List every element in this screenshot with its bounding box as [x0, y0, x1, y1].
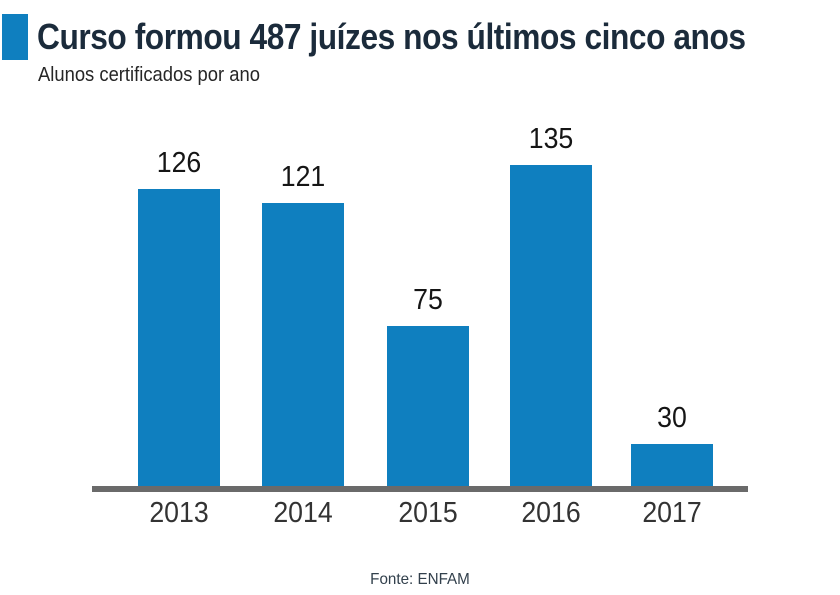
chart-title: Curso formou 487 juízes nos últimos cinc… [37, 16, 746, 57]
x-tick-2016: 2016 [521, 497, 581, 529]
bar-group-2017: 30 2017 [631, 0, 713, 595]
bar-group-2015: 75 2015 [387, 0, 469, 595]
bar-value-label-2015: 75 [413, 284, 443, 316]
bar-value-label-2014: 121 [280, 161, 326, 193]
x-tick-2014: 2014 [273, 497, 333, 529]
bar-group-2013: 126 2013 [138, 0, 220, 595]
bar-2013 [138, 189, 220, 487]
x-tick-2013: 2013 [149, 497, 209, 529]
bar-2016 [510, 165, 592, 487]
source-note: Fonte: ENFAM [370, 571, 470, 588]
bar-value-label-2017: 30 [657, 402, 687, 434]
bar-2015 [387, 326, 469, 487]
bar-group-2016: 135 2016 [510, 0, 592, 595]
chart-subtitle: Alunos certificados por ano [38, 64, 260, 86]
bar-group-2014: 121 2014 [262, 0, 344, 595]
x-tick-2017: 2017 [642, 497, 702, 529]
bar-2014 [262, 203, 344, 487]
bar-value-label-2016: 135 [528, 123, 574, 155]
x-tick-2015: 2015 [398, 497, 458, 529]
bar-2017 [631, 444, 713, 487]
title-accent-square [2, 14, 28, 60]
bar-value-label-2013: 126 [156, 147, 202, 179]
x-axis-line [92, 486, 748, 492]
